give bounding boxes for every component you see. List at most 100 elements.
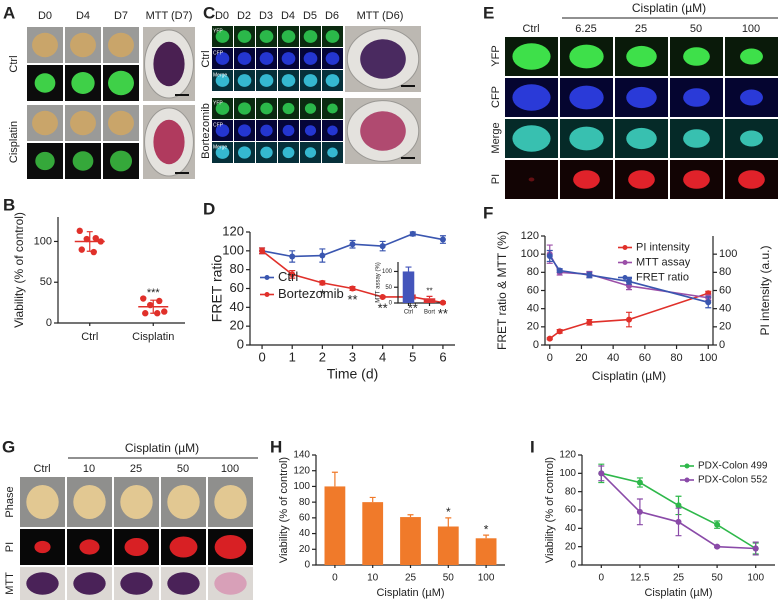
column-label: 10 xyxy=(83,463,95,475)
specimen xyxy=(34,73,56,93)
row-label: Cisplatin xyxy=(8,121,20,163)
y-tick-label: 60 xyxy=(230,280,244,295)
column-label: MTT (D7) xyxy=(146,10,193,22)
significance: ** xyxy=(426,286,432,295)
row-label: PI xyxy=(490,174,502,184)
error-bar xyxy=(407,514,414,518)
x-tick-label: 10 xyxy=(367,573,379,584)
specimen xyxy=(108,32,134,58)
specimen xyxy=(740,89,763,106)
specimen xyxy=(325,74,340,87)
data-point xyxy=(154,310,161,317)
x-tick-label: 1 xyxy=(289,349,296,364)
legend-marker xyxy=(684,477,690,483)
marker xyxy=(675,502,682,509)
specimen xyxy=(569,126,604,151)
specimen xyxy=(259,52,274,65)
specimen xyxy=(303,52,318,65)
specimen xyxy=(683,170,710,189)
specimen xyxy=(569,85,604,110)
specimen xyxy=(237,124,252,137)
column-label: D0 xyxy=(38,10,52,22)
y2-tick-label: 0 xyxy=(719,339,725,351)
legend-marker xyxy=(622,260,628,265)
specimen xyxy=(569,44,604,69)
specimen xyxy=(683,129,710,148)
panel-letter: I xyxy=(530,437,535,456)
specimen xyxy=(214,485,247,519)
x-tick-label: 40 xyxy=(607,352,619,364)
marker xyxy=(714,521,721,528)
data-point xyxy=(156,297,163,305)
marker xyxy=(546,335,553,342)
channel-label: YFP xyxy=(213,100,223,106)
specimen xyxy=(32,110,58,136)
row-label: Merge xyxy=(490,122,502,153)
specimen xyxy=(260,146,273,159)
column-label: D7 xyxy=(114,10,128,22)
y-tick-label: 80 xyxy=(527,266,539,278)
specimen xyxy=(281,52,296,65)
specimen xyxy=(120,485,153,519)
y-tick-label: 80 xyxy=(565,486,577,497)
specimen xyxy=(215,102,230,115)
bar xyxy=(423,298,436,303)
channel-label: CFP xyxy=(213,122,224,128)
specimen xyxy=(303,30,318,43)
legend-marker xyxy=(264,275,270,280)
bar xyxy=(475,538,497,565)
y2-tick-label: 60 xyxy=(719,284,731,296)
y-axis-label: Viability (% of control) xyxy=(278,457,290,563)
x-tick-label: Bort xyxy=(424,310,435,316)
data-point xyxy=(90,248,97,256)
y-tick-label: 0 xyxy=(46,317,52,329)
y-tick-label: 0 xyxy=(533,339,539,351)
column-label: 50 xyxy=(690,23,702,35)
specimen xyxy=(124,537,149,557)
y-tick-label: 20 xyxy=(527,321,539,333)
y-tick-label: 100 xyxy=(521,248,539,260)
specimen xyxy=(215,74,230,87)
y-tick-label: 100 xyxy=(382,269,393,275)
specimen xyxy=(167,485,200,519)
specimen xyxy=(360,111,406,151)
specimen xyxy=(108,70,134,96)
marker xyxy=(379,243,386,250)
y-tick-label: 80 xyxy=(299,497,311,508)
data-point xyxy=(83,235,90,243)
error-bar xyxy=(150,299,157,314)
specimen xyxy=(237,102,252,115)
specimen xyxy=(70,110,96,136)
specimen xyxy=(214,535,247,559)
row-label: YFP xyxy=(490,45,502,66)
specimen xyxy=(512,43,551,70)
y2-tick-label: 100 xyxy=(719,248,737,260)
y-axis-label: Viability (% of control) xyxy=(544,457,556,563)
specimen xyxy=(259,74,274,87)
y-tick-label: 120 xyxy=(293,465,310,476)
significance: ** xyxy=(378,300,388,315)
bar xyxy=(400,517,421,565)
row-label: Bortezomib xyxy=(200,103,212,159)
channel-label: YFP xyxy=(213,28,223,34)
specimen xyxy=(26,485,59,519)
specimen xyxy=(32,32,58,58)
x-tick-label: 50 xyxy=(712,573,724,584)
y-axis-label: FRET ratio & MTT (%) xyxy=(495,231,509,350)
y-tick-label: 140 xyxy=(293,450,310,461)
marker xyxy=(259,247,266,254)
marker xyxy=(379,293,386,300)
specimen xyxy=(304,147,317,158)
specimen xyxy=(215,146,230,159)
marker xyxy=(586,319,593,326)
column-label: Ctrl xyxy=(522,23,539,35)
legend-label: MTT assay xyxy=(636,256,691,268)
specimen xyxy=(79,539,100,555)
row-label: CFP xyxy=(490,86,502,108)
legend-label: Ctrl xyxy=(278,269,298,284)
specimen xyxy=(153,119,185,165)
marker xyxy=(586,272,593,279)
data-point xyxy=(140,295,147,302)
specimen xyxy=(34,540,51,554)
x-tick-label: 80 xyxy=(670,352,682,364)
